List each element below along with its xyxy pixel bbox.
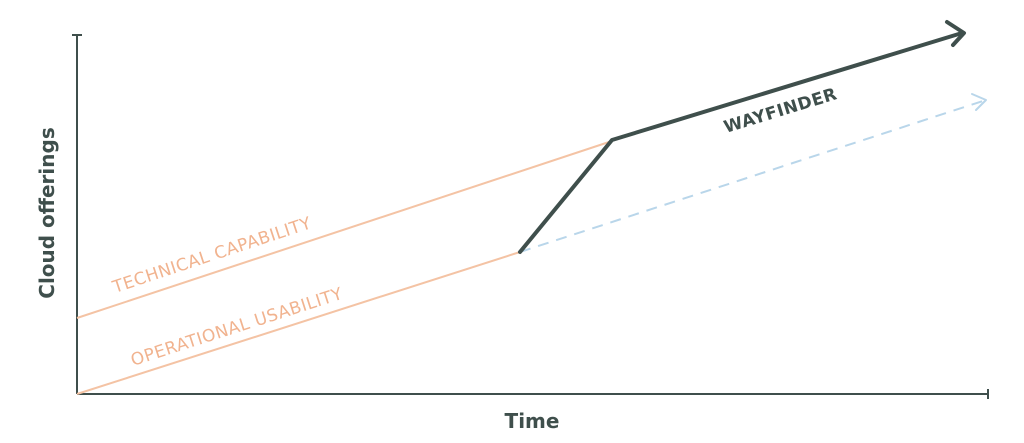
x-axis-label: Time	[505, 409, 560, 433]
wayfinder-arrowhead	[945, 20, 966, 47]
projection-dashed-line	[519, 99, 987, 253]
operational-usability-line	[76, 251, 521, 395]
projection-arrowhead	[971, 93, 987, 111]
wayfinder-line	[518, 31, 964, 254]
wayfinder-label: WAYFINDER	[722, 84, 840, 137]
technical-capability-label: TECHNICAL CAPABILITY	[109, 213, 314, 298]
technical-capability-line	[76, 140, 613, 319]
operational-usability-label: OPERATIONAL USABILITY	[128, 284, 345, 371]
y-axis-label: Cloud offerings	[35, 127, 59, 298]
